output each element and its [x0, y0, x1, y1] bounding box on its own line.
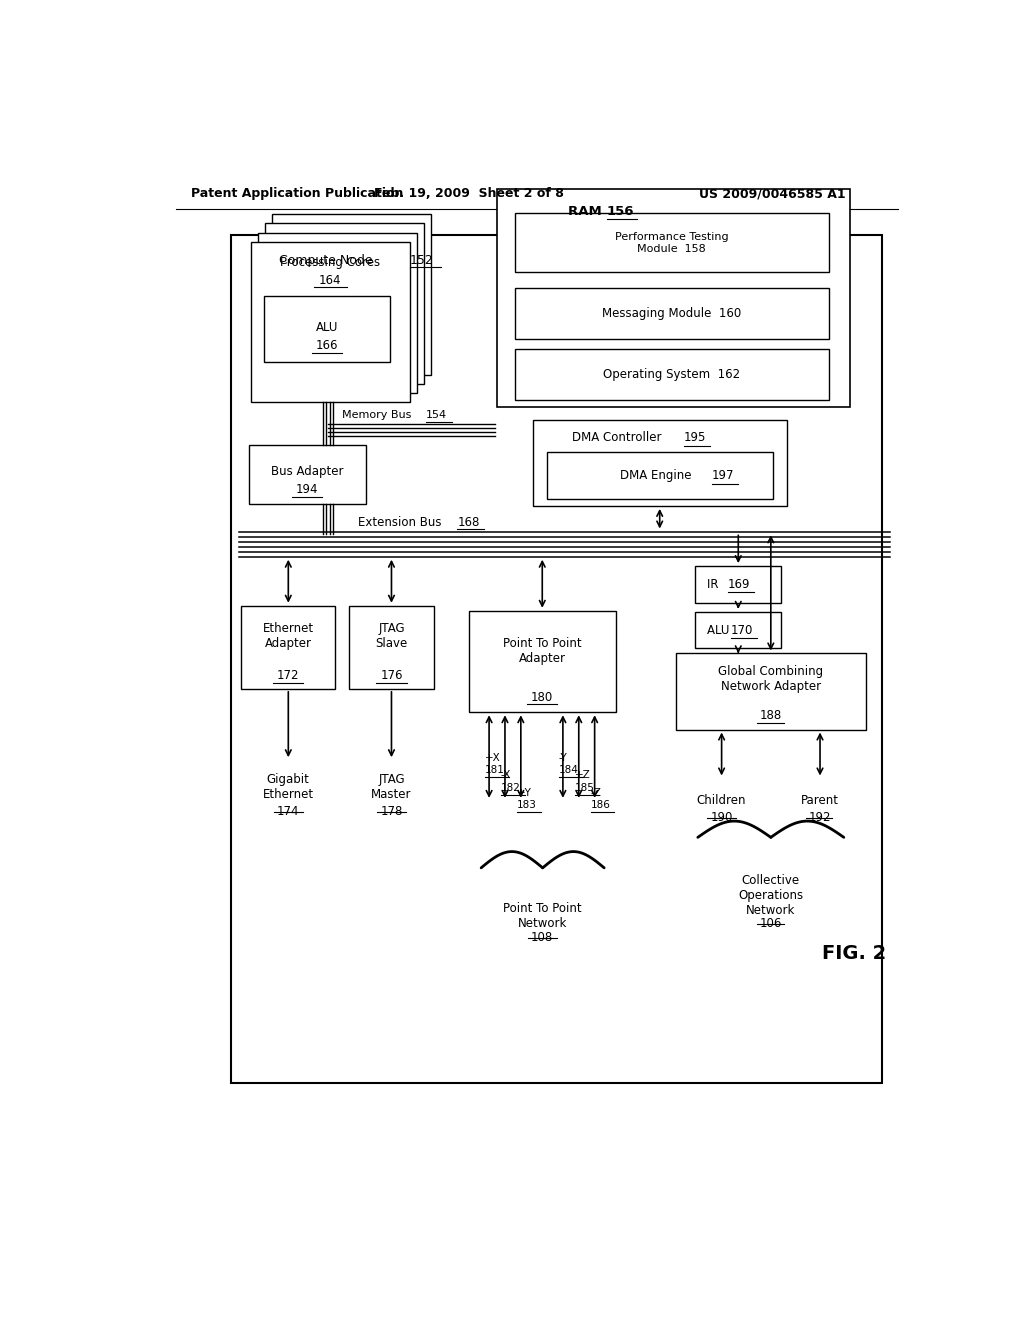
Text: Parent: Parent	[801, 793, 839, 807]
Text: 183: 183	[517, 800, 537, 810]
Text: Processing Cores: Processing Cores	[281, 256, 381, 268]
Text: Global Combining
Network Adapter: Global Combining Network Adapter	[718, 665, 823, 693]
Text: 106: 106	[760, 916, 782, 929]
Text: IR: IR	[708, 578, 726, 591]
Bar	[695, 611, 781, 648]
Bar	[348, 606, 434, 689]
Text: US 2009/0046585 A1: US 2009/0046585 A1	[699, 187, 846, 201]
Bar	[469, 611, 616, 713]
Text: 169: 169	[728, 578, 751, 591]
Text: 108: 108	[531, 931, 553, 944]
Bar	[251, 242, 410, 403]
Text: 156: 156	[606, 205, 634, 218]
Text: Compute Node: Compute Node	[279, 253, 380, 267]
Text: 174: 174	[278, 805, 300, 818]
Text: JTAG
Master: JTAG Master	[372, 774, 412, 801]
Bar	[242, 606, 335, 689]
Text: 166: 166	[316, 339, 339, 352]
Text: +X: +X	[485, 754, 501, 763]
Text: Bus Adapter: Bus Adapter	[271, 465, 344, 478]
Text: JTAG
Slave: JTAG Slave	[376, 622, 408, 651]
Text: -Z: -Z	[591, 788, 601, 797]
Text: 185: 185	[574, 783, 595, 792]
Bar	[258, 232, 417, 393]
Bar	[515, 289, 828, 339]
Bar	[272, 214, 431, 375]
Text: Performance Testing
Module  158: Performance Testing Module 158	[614, 232, 728, 253]
Text: -X: -X	[501, 771, 511, 780]
Text: DMA Engine: DMA Engine	[621, 469, 699, 482]
Text: Children: Children	[697, 793, 746, 807]
Text: Operating System  162: Operating System 162	[603, 368, 740, 381]
Text: +Z: +Z	[574, 771, 591, 780]
Text: ALU: ALU	[708, 623, 737, 636]
Text: 194: 194	[296, 483, 318, 496]
Bar	[231, 235, 882, 1084]
Bar	[695, 566, 781, 602]
Text: 154: 154	[426, 409, 446, 420]
Text: 172: 172	[278, 669, 300, 682]
Text: 152: 152	[410, 253, 433, 267]
Text: Point To Point
Network: Point To Point Network	[503, 903, 582, 931]
Bar	[515, 350, 828, 400]
Text: DMA Controller: DMA Controller	[572, 432, 670, 445]
Text: 184: 184	[559, 766, 579, 775]
Text: -Y: -Y	[559, 754, 567, 763]
Bar	[532, 420, 786, 506]
Text: Collective
Operations
Network: Collective Operations Network	[738, 874, 804, 917]
Text: 170: 170	[731, 623, 754, 636]
Text: 181: 181	[485, 766, 505, 775]
Text: Point To Point
Adapter: Point To Point Adapter	[503, 638, 582, 665]
Text: RAM: RAM	[568, 205, 611, 218]
Bar	[265, 223, 424, 384]
Text: Memory Bus: Memory Bus	[342, 409, 419, 420]
Text: 178: 178	[380, 805, 402, 818]
Text: FIG. 2: FIG. 2	[822, 944, 886, 962]
Text: +Y: +Y	[517, 788, 531, 797]
Bar	[497, 189, 850, 408]
Text: Patent Application Publication: Patent Application Publication	[191, 187, 403, 201]
Text: 188: 188	[760, 709, 782, 722]
Bar	[264, 296, 390, 362]
Text: 168: 168	[458, 516, 479, 529]
Text: ALU: ALU	[316, 321, 338, 334]
Bar	[249, 445, 367, 504]
Text: 164: 164	[319, 273, 342, 286]
Text: 176: 176	[380, 669, 402, 682]
Text: Extension Bus: Extension Bus	[358, 516, 450, 529]
Text: Messaging Module  160: Messaging Module 160	[602, 308, 741, 321]
Text: 192: 192	[809, 810, 831, 824]
Bar	[515, 214, 828, 272]
Text: 197: 197	[712, 469, 734, 482]
Text: Feb. 19, 2009  Sheet 2 of 8: Feb. 19, 2009 Sheet 2 of 8	[375, 187, 564, 201]
Text: Gigabit
Ethernet: Gigabit Ethernet	[263, 774, 314, 801]
Bar	[547, 453, 773, 499]
Text: 186: 186	[591, 800, 610, 810]
Text: 180: 180	[531, 690, 553, 704]
Text: 195: 195	[684, 432, 706, 445]
Text: Ethernet
Adapter: Ethernet Adapter	[263, 622, 314, 651]
Bar	[676, 653, 866, 730]
Text: 182: 182	[501, 783, 521, 792]
Text: 190: 190	[711, 810, 733, 824]
